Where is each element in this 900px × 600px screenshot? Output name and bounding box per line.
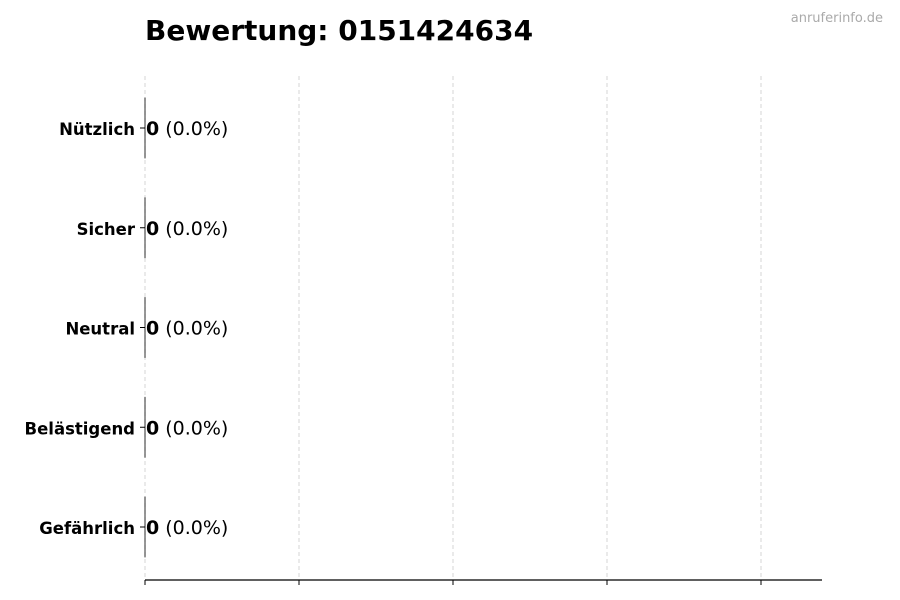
data-label-count: 0 — [146, 218, 159, 240]
data-label: 0 (0.0%) — [146, 318, 228, 340]
data-label: 0 (0.0%) — [146, 417, 228, 439]
category-label: Neutral — [65, 320, 135, 339]
category-label: Belästigend — [25, 419, 135, 438]
grid — [144, 76, 762, 580]
data-label-count: 0 — [146, 118, 159, 140]
data-label-percent: (0.0%) — [165, 118, 228, 140]
bars: Nützlich 0 (0.0%) Sicher 0 (0.0%) Neutral 0 (0.0… — [25, 97, 228, 558]
data-label-percent: (0.0%) — [165, 318, 228, 340]
watermark: anruferinfo.de — [791, 11, 883, 26]
data-label-percent: (0.0%) — [165, 218, 228, 240]
data-label-percent: (0.0%) — [165, 417, 228, 439]
data-label: 0 (0.0%) — [146, 517, 228, 539]
data-label-percent: (0.0%) — [165, 517, 228, 539]
chart-title: Bewertung: 0151424634 — [145, 14, 533, 47]
category-label: Nützlich — [59, 120, 135, 139]
category-label: Gefährlich — [39, 519, 135, 538]
data-label: 0 (0.0%) — [146, 118, 228, 140]
category-label: Sicher — [77, 220, 136, 239]
x-ticks — [144, 580, 762, 585]
data-label-count: 0 — [146, 517, 159, 539]
data-label-count: 0 — [146, 318, 159, 340]
data-label-count: 0 — [146, 417, 159, 439]
data-label: 0 (0.0%) — [146, 218, 228, 240]
